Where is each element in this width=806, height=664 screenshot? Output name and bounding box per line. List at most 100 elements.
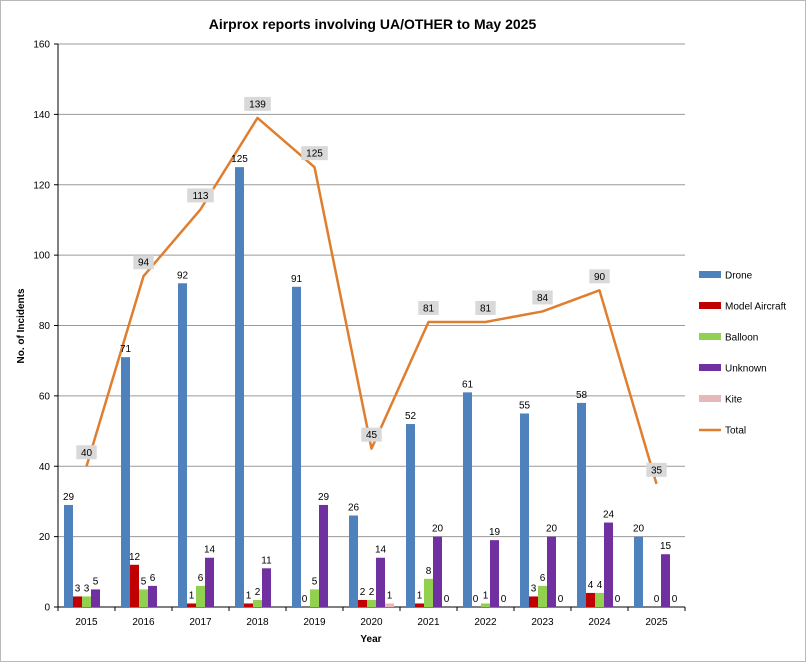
y-tick-label: 40	[39, 462, 51, 473]
data-label: 5	[93, 576, 99, 587]
data-label: 20	[546, 524, 558, 535]
bar-balloon	[538, 585, 547, 607]
bar-unknown	[547, 536, 556, 607]
bar-drone	[292, 286, 301, 607]
bar-balloon	[253, 599, 262, 607]
bar-drone	[520, 413, 529, 607]
legend-swatch	[699, 302, 721, 309]
bar-unknown	[490, 540, 499, 607]
legend-label: Drone	[725, 271, 753, 282]
y-tick-label: 0	[44, 603, 50, 614]
total-label-box	[361, 427, 382, 442]
total-label-box	[532, 290, 553, 305]
bar-balloon	[481, 603, 490, 607]
total-series-line	[85, 116, 658, 485]
data-label: 58	[576, 390, 588, 401]
data-label: 29	[318, 492, 330, 503]
data-label: 1	[387, 590, 393, 601]
bar-drone	[577, 402, 586, 607]
bar-balloon	[424, 578, 433, 607]
data-label: 52	[405, 411, 417, 422]
x-axis-title: Year	[360, 634, 381, 645]
data-label: 3	[84, 583, 90, 594]
data-label: 1	[483, 590, 489, 601]
data-label: 1	[246, 590, 252, 601]
legend-label: Total	[725, 426, 746, 437]
bar-model-aircraft	[586, 592, 595, 607]
data-label: 3	[531, 583, 537, 594]
total-line	[85, 116, 658, 485]
y-tick-label: 20	[39, 532, 51, 543]
data-label: 24	[603, 510, 615, 521]
data-label: 11	[261, 555, 272, 566]
total-label-box	[76, 445, 97, 460]
bar-drone	[235, 167, 244, 607]
bar-unknown	[91, 589, 100, 607]
y-tick-label: 120	[33, 180, 50, 191]
bar-model-aircraft	[130, 564, 139, 607]
data-label: 61	[462, 379, 474, 390]
y-tick-label: 80	[39, 321, 51, 332]
y-axis-title: No. of Incidents	[16, 288, 27, 363]
bar-balloon	[196, 585, 205, 607]
data-label: 20	[432, 524, 444, 535]
data-label: 2	[360, 587, 366, 598]
y-tick-label: 160	[33, 40, 50, 51]
data-label: 91	[291, 274, 303, 285]
y-tick-label: 100	[33, 251, 50, 262]
data-label: 1	[189, 590, 195, 601]
legend-swatch	[699, 364, 721, 371]
total-label-box	[475, 300, 496, 315]
data-label: 0	[558, 594, 564, 605]
bar-model-aircraft	[358, 599, 367, 607]
data-label: 5	[141, 576, 147, 587]
data-label: 0	[672, 594, 678, 605]
data-label: 2	[255, 587, 261, 598]
chart-title: Airprox reports involving UA/OTHER to Ma…	[208, 16, 537, 32]
bar-model-aircraft	[244, 603, 253, 607]
bar-unknown	[433, 536, 442, 607]
data-label: 125	[231, 154, 248, 165]
data-label: 5	[312, 576, 318, 587]
x-tick-label: 2017	[189, 617, 212, 628]
bar-unknown	[262, 568, 271, 607]
y-tick-label: 60	[39, 391, 51, 402]
data-label: 2	[369, 587, 375, 598]
data-label: 0	[473, 594, 479, 605]
bar-unknown	[205, 557, 214, 607]
data-label: 15	[660, 541, 672, 552]
x-tick-label: 2020	[360, 617, 383, 628]
data-label: 55	[519, 400, 531, 411]
x-tick-label: 2022	[474, 617, 497, 628]
total-data-label: 81	[423, 303, 435, 314]
data-label: 71	[120, 344, 132, 355]
x-tick-label: 2024	[588, 617, 611, 628]
data-label: 8	[426, 566, 432, 577]
bar-unknown	[148, 585, 157, 607]
bars	[64, 167, 670, 607]
bar-unknown	[661, 554, 670, 607]
bar-balloon	[595, 592, 604, 607]
x-tick-label: 2023	[531, 617, 554, 628]
gridlines	[58, 43, 685, 608]
bar-balloon	[139, 589, 148, 607]
x-tick-label: 2018	[246, 617, 269, 628]
data-label: 14	[375, 545, 387, 556]
bar-model-aircraft	[187, 603, 196, 607]
total-data-label: 125	[306, 149, 323, 160]
bar-balloon	[310, 589, 319, 607]
total-label-box	[589, 269, 610, 284]
bar-balloon	[82, 596, 91, 607]
legend: Drone Model Aircraft Balloon Unknown Kite Tot…	[699, 271, 786, 437]
x-tick-label: 2025	[645, 617, 668, 628]
legend-label: Kite	[725, 395, 743, 406]
legend-swatch	[699, 333, 721, 340]
total-data-label: 45	[366, 430, 378, 441]
total-data-label: 35	[651, 465, 663, 476]
legend-label: Model Aircraft	[725, 302, 786, 313]
data-label: 0	[615, 594, 621, 605]
total-label-box	[301, 146, 328, 161]
